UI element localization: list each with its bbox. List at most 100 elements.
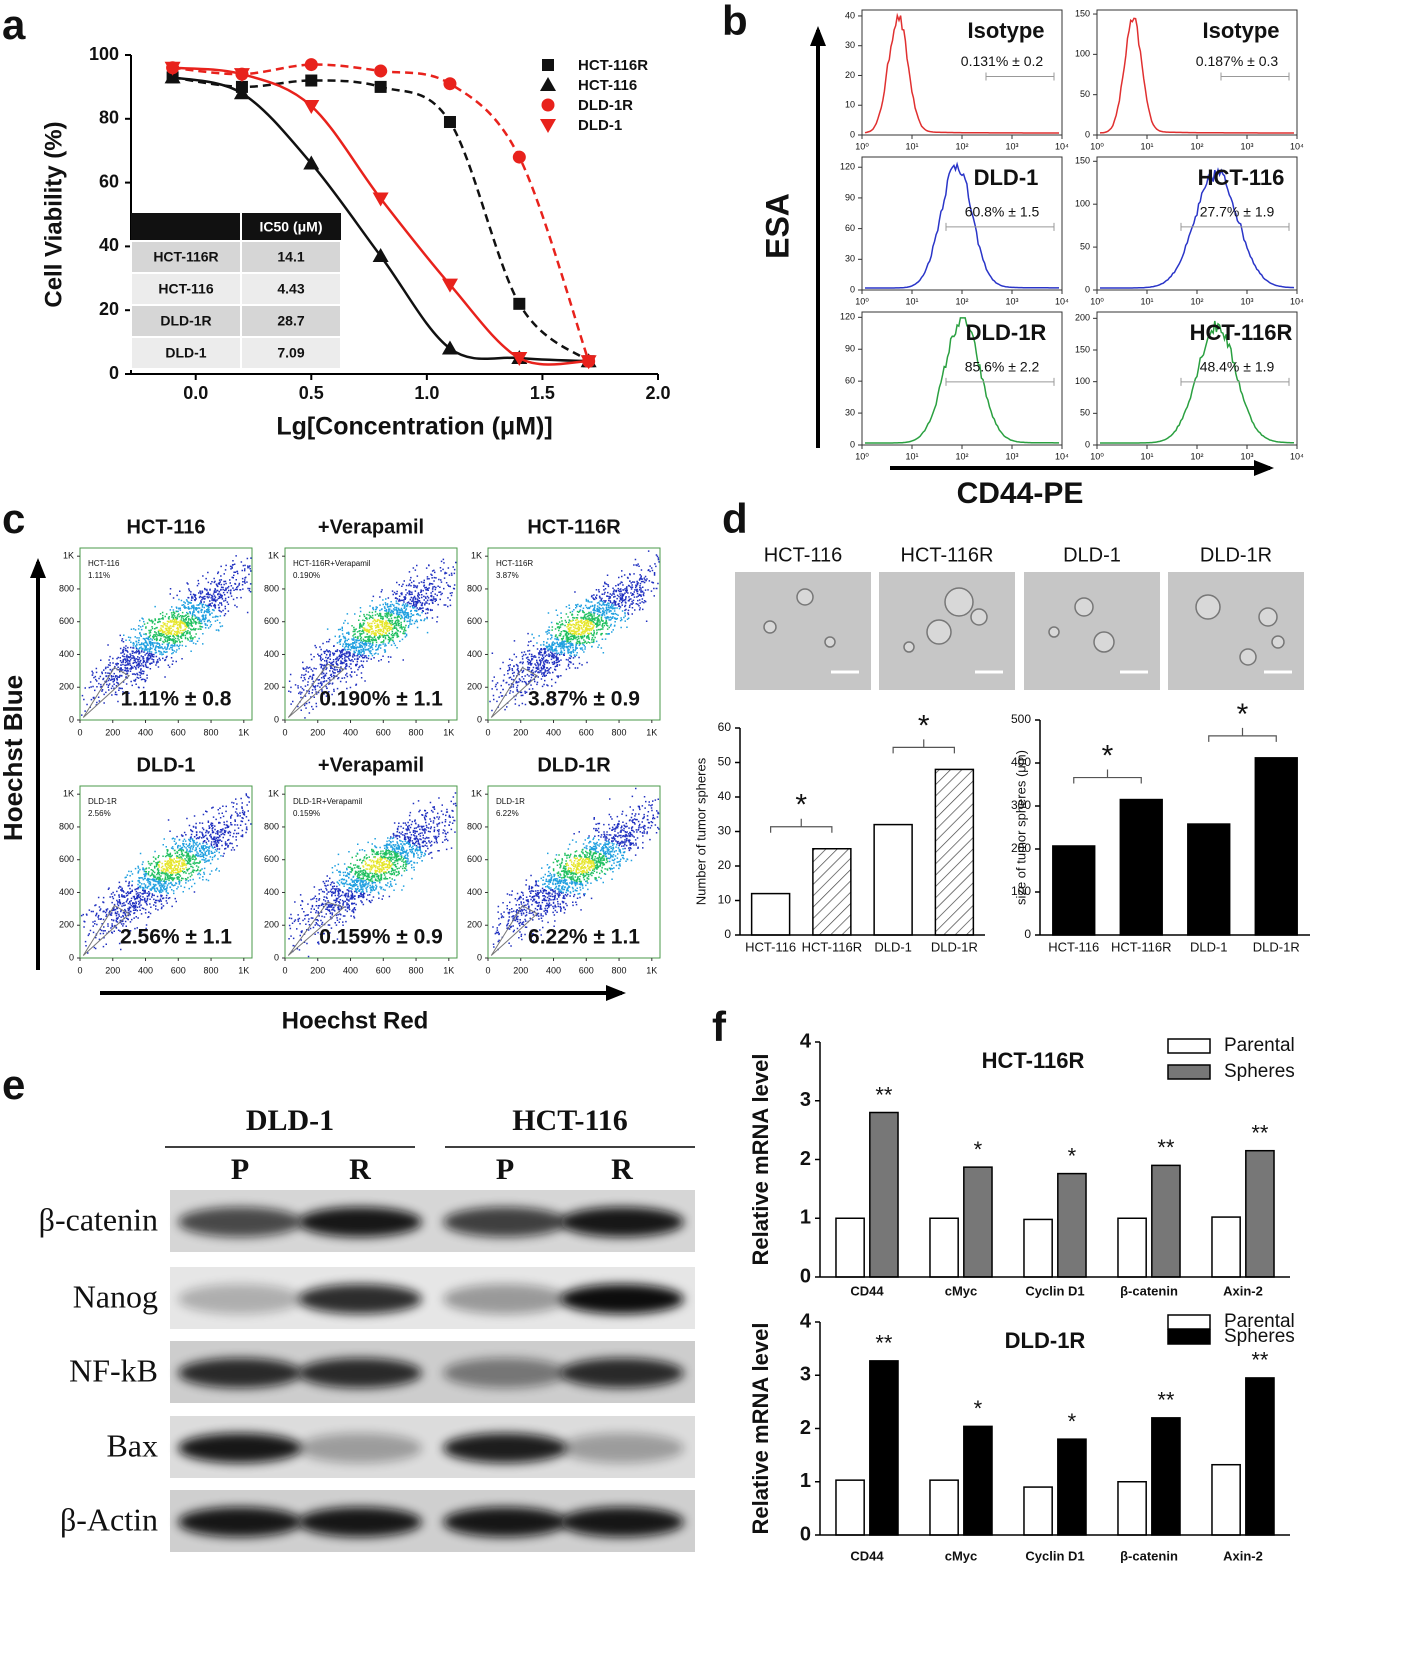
- y-tick-label: 1K: [471, 789, 482, 799]
- blot-band: [443, 1284, 567, 1314]
- y-tick-label: 800: [467, 821, 482, 831]
- x-arrow-head: [606, 985, 626, 1001]
- y-tick-label: 3: [800, 1089, 811, 1111]
- y-tick-label: 200: [264, 920, 279, 930]
- data-point: [443, 115, 456, 128]
- scatter-cloud: [157, 857, 187, 875]
- y-tick-label: 0: [274, 714, 279, 724]
- y-tick-label: 4: [800, 1310, 812, 1332]
- plot-title: HCT-116R: [527, 516, 621, 538]
- y-axis-label: Cell Viability (%): [40, 121, 67, 307]
- x-tick-label: 10³: [1005, 296, 1018, 306]
- sphere: [1195, 594, 1221, 620]
- sp-stat: 6.22% ± 1.1: [528, 926, 640, 949]
- bar: [1254, 757, 1298, 936]
- row-label: β-catenin: [39, 1201, 158, 1237]
- table-cell: 7.09: [277, 345, 304, 361]
- significance: *: [974, 1396, 983, 1421]
- image-label: DLD-1R: [1200, 544, 1272, 566]
- x-tick-label: DLD-1: [874, 939, 912, 954]
- y-tick-label: 800: [264, 583, 279, 593]
- y-tick-label: 600: [264, 616, 279, 626]
- x-tick-label: 10²: [1190, 141, 1203, 151]
- x-tick-label: Cyclin D1: [1025, 1283, 1084, 1298]
- gate-name: HCT-116R+Verapamil: [293, 559, 371, 568]
- sp-stat: 2.56% ± 1.1: [120, 926, 232, 949]
- x-tick-label: 0: [77, 965, 82, 975]
- x-tick-label: Axin-2: [1223, 1548, 1263, 1563]
- x-tick-label: HCT-116R: [1111, 939, 1171, 954]
- x-tick-label: 10¹: [1140, 141, 1153, 151]
- x-tick-label: 10²: [955, 141, 968, 151]
- y-tick-label: 100: [1075, 49, 1090, 59]
- plot-title: DLD-1: [137, 754, 196, 776]
- histogram-label: DLD-1: [974, 165, 1039, 190]
- x-tick-label: 10³: [1005, 451, 1018, 461]
- histogram-stat: 0.187% ± 0.3: [1196, 53, 1279, 69]
- bar: [1052, 845, 1096, 936]
- x-tick-label: 0.0: [183, 383, 208, 403]
- gate-percent: 2.56%: [88, 809, 111, 818]
- table-cell: DLD-1: [165, 345, 206, 361]
- row-label: Nanog: [73, 1278, 158, 1314]
- blot-band: [560, 1358, 684, 1388]
- x-tick-label: 600: [376, 965, 391, 975]
- x-tick-label: 1K: [443, 965, 454, 975]
- legend-label: HCT-116R: [578, 57, 648, 74]
- image-label: DLD-1: [1063, 544, 1121, 566]
- gate-name: DLD-1R+Verapamil: [293, 797, 362, 806]
- lane-label: R: [349, 1153, 371, 1186]
- blot-band: [298, 1507, 422, 1537]
- y-tick-label: 2: [800, 1148, 811, 1170]
- bar: [929, 1479, 959, 1536]
- panel-label: f: [712, 1003, 727, 1050]
- y-axis-label: Number of tumor spheres: [693, 757, 708, 905]
- table-cell: 28.7: [277, 313, 304, 329]
- panel-label: a: [2, 1, 26, 48]
- x-tick-label: CD44: [850, 1283, 884, 1298]
- y-tick-label: 150: [1075, 8, 1090, 18]
- x-tick-label: 400: [546, 965, 561, 975]
- x-tick-label: 800: [409, 727, 424, 737]
- blot-band: [560, 1207, 684, 1237]
- bar: [963, 1166, 993, 1278]
- histogram-curve: [1100, 320, 1294, 444]
- x-tick-label: 10¹: [1140, 296, 1153, 306]
- y-tick-label: 120: [840, 312, 855, 322]
- legend-label: Parental: [1224, 1035, 1295, 1056]
- data-point: [374, 80, 387, 93]
- scatter-cloud: [144, 849, 202, 882]
- table-row-bg: [240, 336, 342, 370]
- data-point: [233, 85, 250, 100]
- y-tick-label: 200: [59, 920, 74, 930]
- data-point: [580, 355, 597, 370]
- bar: [835, 1479, 865, 1536]
- y-tick-label: 1K: [268, 789, 279, 799]
- data-point: [441, 340, 458, 355]
- x-tick-label: 10⁴: [1290, 141, 1304, 151]
- scatter-cloud: [489, 550, 660, 712]
- legend-swatch: [1167, 1329, 1211, 1345]
- x-tick-label: 10⁰: [855, 451, 869, 461]
- y-axis-label: Relative mRNA level: [748, 1323, 773, 1535]
- y-tick-label: 1K: [63, 551, 74, 561]
- y-tick-label: 300: [1011, 798, 1031, 812]
- significance: **: [1157, 1388, 1175, 1413]
- plot-title: HCT-116: [127, 516, 206, 538]
- y-tick-label: 0: [69, 952, 74, 962]
- y-tick-label: 600: [59, 616, 74, 626]
- x-tick-label: 10²: [1190, 451, 1203, 461]
- y-tick-label: 1K: [63, 789, 74, 799]
- gate: [82, 904, 130, 956]
- x-tick-label: cMyc: [945, 1283, 978, 1298]
- scatter-cloud: [565, 857, 596, 875]
- sphere: [903, 641, 915, 653]
- blot-band: [443, 1358, 567, 1388]
- sphere: [796, 588, 814, 606]
- data-point: [233, 68, 250, 83]
- x-tick-label: 400: [138, 965, 153, 975]
- lane-label: R: [611, 1153, 633, 1186]
- y-tick-label: 200: [264, 682, 279, 692]
- table-row-bg: [240, 272, 342, 306]
- group-label: HCT-116: [512, 1104, 628, 1137]
